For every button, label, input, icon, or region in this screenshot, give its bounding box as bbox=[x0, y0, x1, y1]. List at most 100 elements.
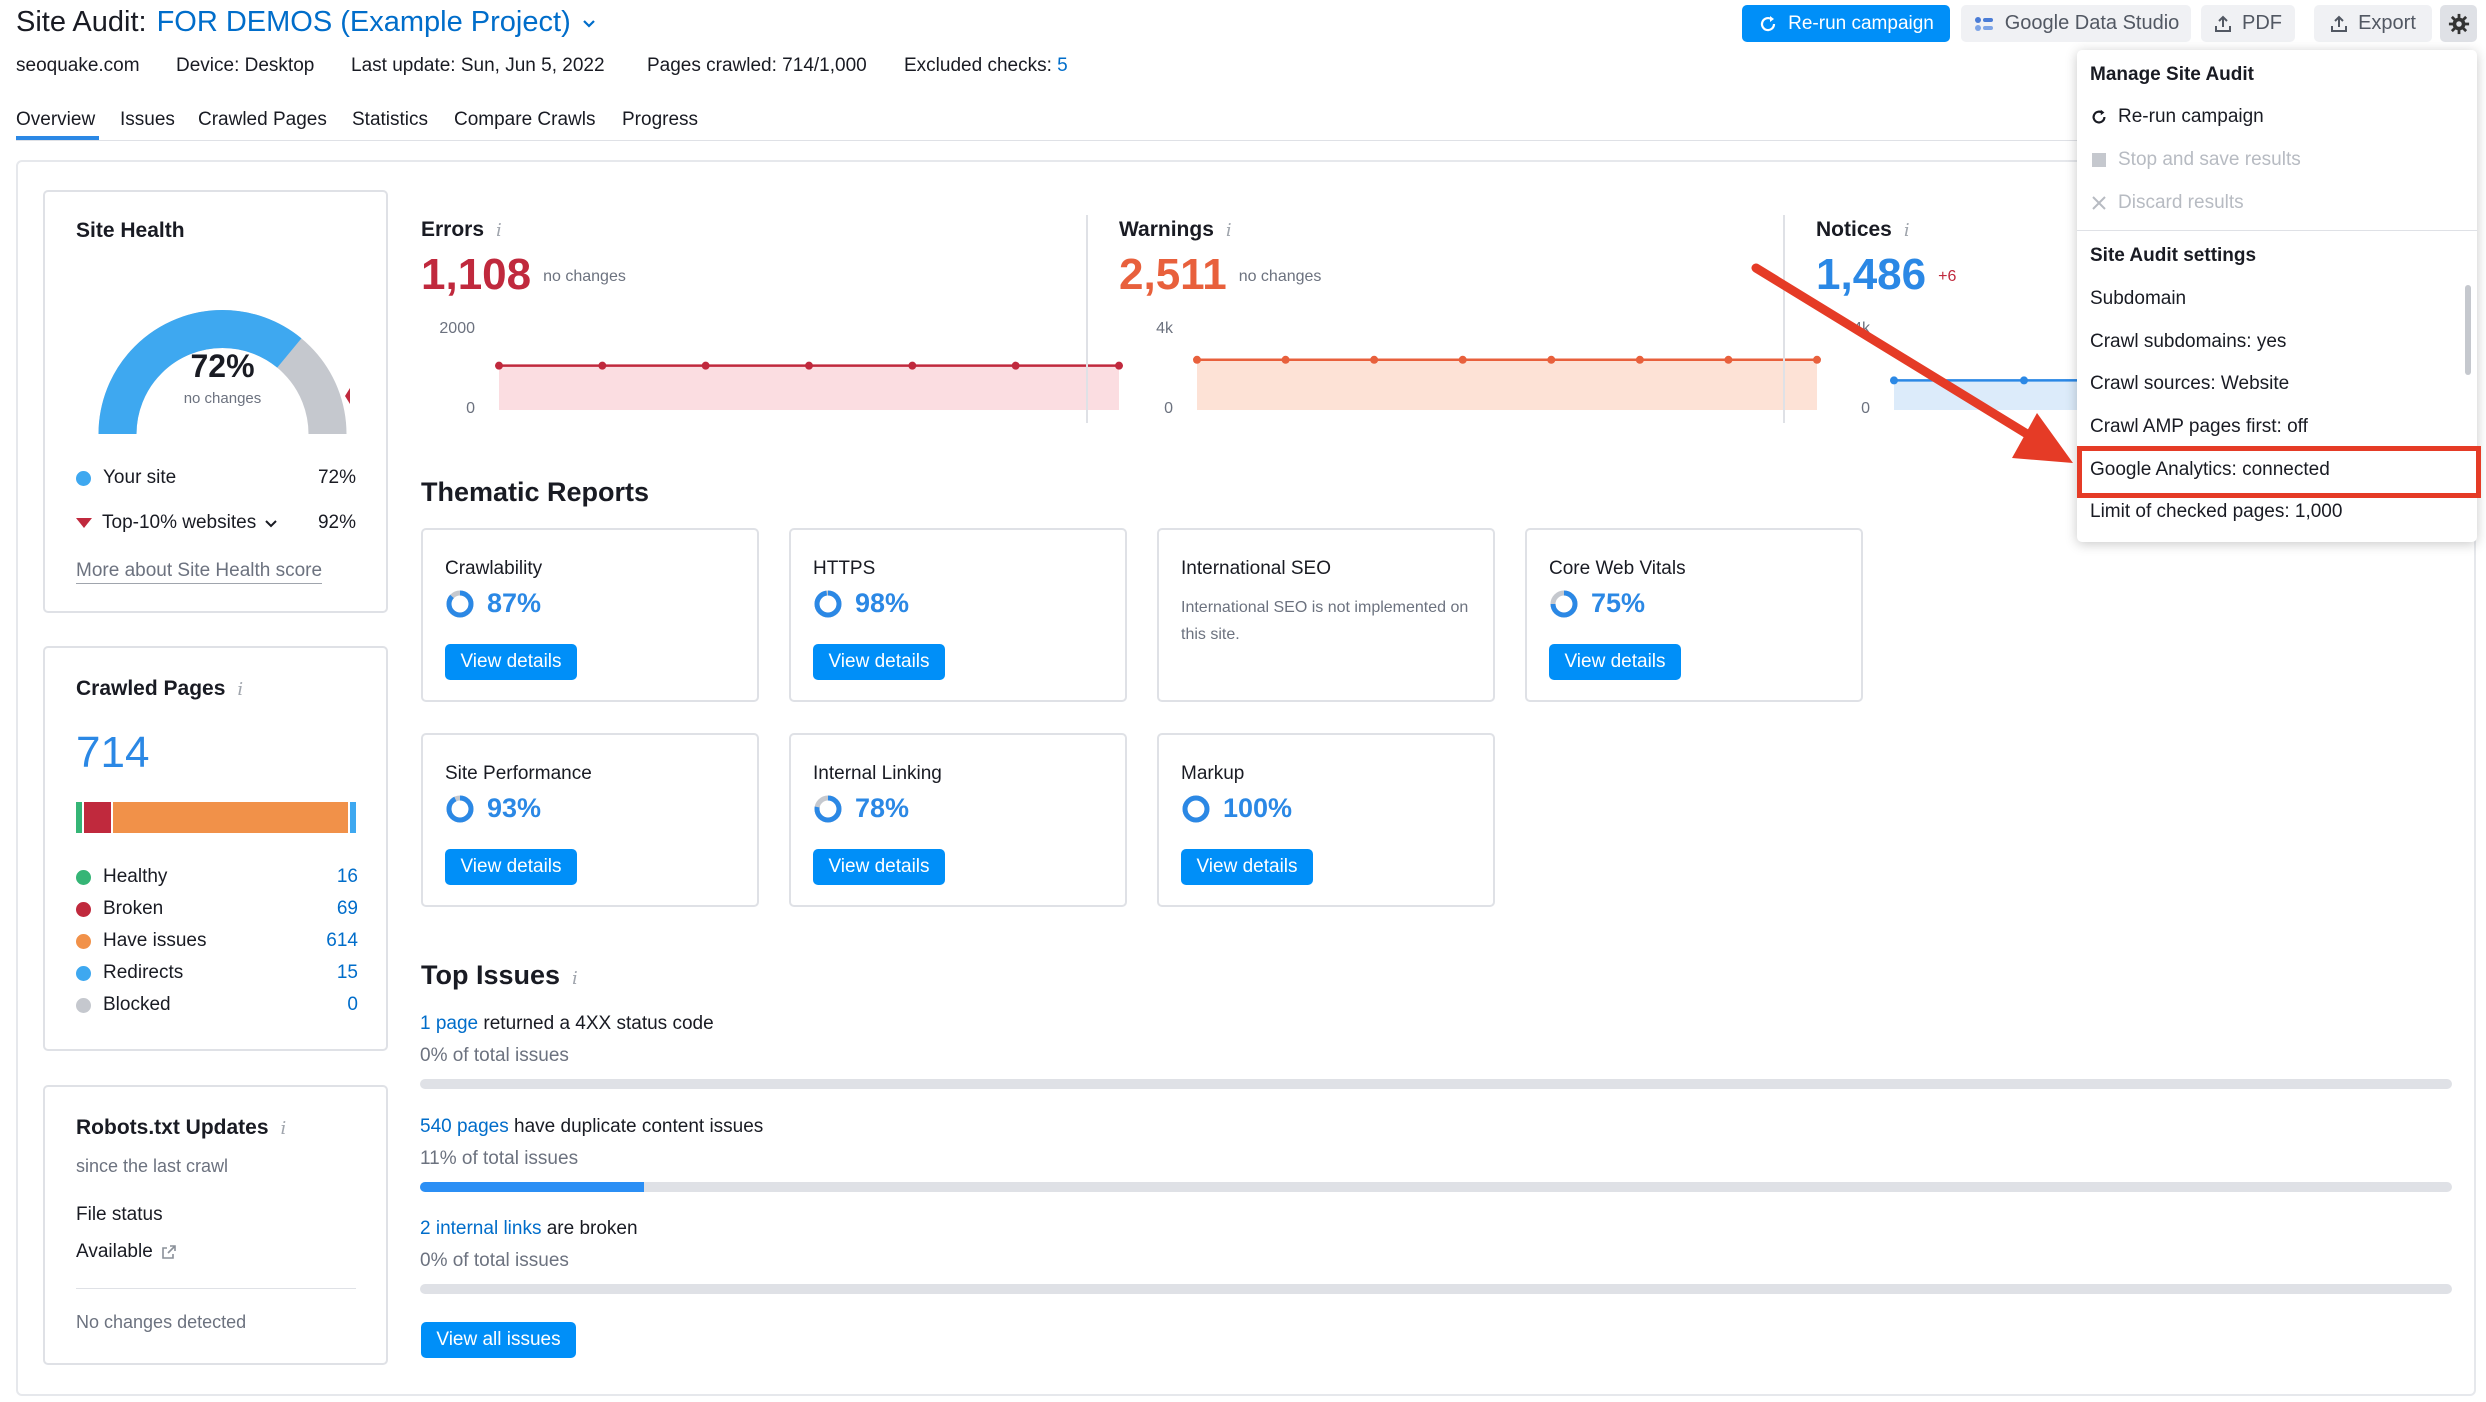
menu-rerun-campaign[interactable]: Re-run campaign bbox=[2090, 106, 2264, 128]
view-details-button[interactable]: View details bbox=[1181, 849, 1313, 885]
metric-point[interactable] bbox=[2020, 376, 2028, 385]
legend-value[interactable]: 16 bbox=[336, 866, 358, 887]
metric-point[interactable] bbox=[805, 361, 813, 370]
tab-statistics[interactable]: Statistics bbox=[352, 109, 429, 130]
rerun-campaign-button[interactable]: Re-run campaign bbox=[1742, 5, 1950, 42]
metric-point[interactable] bbox=[1890, 376, 1898, 385]
tab-compare-crawls[interactable]: Compare Crawls bbox=[454, 109, 596, 130]
menu-crawl-sources[interactable]: Crawl sources: Website bbox=[2090, 373, 2290, 394]
metric-value-text[interactable]: 1,108 bbox=[421, 250, 532, 299]
metric-point[interactable] bbox=[1724, 355, 1733, 364]
metric-point[interactable] bbox=[1458, 355, 1467, 364]
crawled-legend-row[interactable]: Redirects 15 bbox=[76, 962, 358, 984]
view-all-issues-button[interactable]: View all issues bbox=[421, 1322, 576, 1358]
metric-errors-value[interactable]: 1,108 no changes bbox=[421, 250, 626, 300]
pdf-button[interactable]: PDF bbox=[2201, 5, 2295, 42]
info-icon[interactable]: i bbox=[280, 1118, 287, 1139]
crawled-legend-row[interactable]: Blocked 0 bbox=[76, 994, 358, 1016]
legend-value[interactable]: 69 bbox=[336, 898, 358, 919]
report-percent-value[interactable]: 93% bbox=[487, 793, 542, 823]
crawled-bar-segment-have-issues[interactable] bbox=[112, 802, 348, 833]
metric-point[interactable] bbox=[1193, 355, 1201, 364]
top10-label[interactable]: Top-10% websites bbox=[102, 512, 257, 533]
report-percent[interactable]: 93% bbox=[445, 793, 541, 824]
crawled-bar-segment-broken[interactable] bbox=[84, 802, 111, 833]
file-status-value[interactable]: Available bbox=[76, 1241, 177, 1263]
metric-warnings-value[interactable]: 2,511 no changes bbox=[1119, 250, 1321, 300]
export-button[interactable]: Export bbox=[2314, 5, 2432, 42]
report-percent[interactable]: 98% bbox=[813, 588, 909, 619]
report-percent-value[interactable]: 87% bbox=[487, 588, 542, 618]
report-percent[interactable]: 87% bbox=[445, 588, 541, 619]
metric-point[interactable] bbox=[1370, 355, 1379, 364]
info-icon[interactable]: i bbox=[572, 968, 578, 989]
menu-crawl-subdomains[interactable]: Crawl subdomains: yes bbox=[2090, 331, 2287, 352]
legend-value[interactable]: 0 bbox=[347, 994, 358, 1015]
menu-crawl-amp[interactable]: Crawl AMP pages first: off bbox=[2090, 416, 2308, 437]
info-icon[interactable]: i bbox=[1225, 220, 1232, 241]
issue-progress-fill bbox=[420, 1182, 644, 1192]
metric-point[interactable] bbox=[495, 361, 503, 370]
menu-google-analytics[interactable]: Google Analytics: connected bbox=[2090, 459, 2330, 480]
metric-point[interactable] bbox=[908, 361, 917, 370]
chevron-down-icon[interactable] bbox=[264, 516, 278, 530]
issue-link[interactable]: 2 internal links bbox=[420, 1218, 542, 1239]
external-link-icon[interactable] bbox=[161, 1244, 177, 1260]
view-details-button[interactable]: View details bbox=[1549, 644, 1681, 680]
issue-link[interactable]: 540 pages bbox=[420, 1116, 509, 1137]
menu-rerun-label[interactable]: Re-run campaign bbox=[2118, 106, 2264, 127]
tab-issues[interactable]: Issues bbox=[120, 109, 175, 130]
crawled-pages-bar bbox=[76, 802, 356, 833]
metric-point[interactable] bbox=[1011, 361, 1020, 370]
metric-point[interactable] bbox=[1635, 355, 1644, 364]
tab-overview[interactable]: Overview bbox=[16, 109, 96, 130]
top10-row[interactable]: Top-10% websites 92% bbox=[76, 512, 356, 534]
tab-progress[interactable]: Progress bbox=[622, 109, 699, 130]
excluded-checks-link[interactable]: 5 bbox=[1057, 55, 1068, 76]
info-icon[interactable]: i bbox=[237, 679, 244, 700]
crawled-bar-segment-healthy[interactable] bbox=[76, 802, 83, 833]
menu-limit-pages[interactable]: Limit of checked pages: 1,000 bbox=[2090, 501, 2343, 522]
crawled-legend-row[interactable]: Healthy 16 bbox=[76, 866, 358, 888]
project-name[interactable]: FOR DEMOS (Example Project) bbox=[156, 6, 571, 38]
metric-notices-value[interactable]: 1,486 +6 bbox=[1816, 250, 1956, 300]
file-status-text[interactable]: Available bbox=[76, 1241, 153, 1262]
report-percent[interactable]: 75% bbox=[1549, 588, 1645, 619]
legend-value[interactable]: 614 bbox=[326, 930, 358, 951]
report-percent-value[interactable]: 75% bbox=[1591, 588, 1646, 618]
more-site-health-link[interactable]: More about Site Health score bbox=[76, 560, 323, 584]
metric-point[interactable] bbox=[1813, 355, 1821, 364]
report-percent[interactable]: 100% bbox=[1181, 793, 1292, 824]
metric-point[interactable] bbox=[1547, 355, 1556, 364]
view-details-button[interactable]: View details bbox=[445, 644, 577, 680]
legend-value[interactable]: 15 bbox=[336, 962, 358, 983]
report-percent-value[interactable]: 100% bbox=[1223, 793, 1293, 823]
report-percent-value[interactable]: 78% bbox=[855, 793, 910, 823]
report-percent-value[interactable]: 98% bbox=[855, 588, 910, 618]
metric-point[interactable] bbox=[598, 361, 607, 370]
metric-value-text[interactable]: 1,486 bbox=[1816, 250, 1927, 299]
chevron-down-icon[interactable] bbox=[581, 15, 597, 31]
view-details-button[interactable]: View details bbox=[445, 849, 577, 885]
crawled-bar-segment-redirects[interactable] bbox=[350, 802, 356, 833]
menu-scrollbar[interactable] bbox=[2465, 285, 2471, 375]
google-data-studio-button[interactable]: Google Data Studio bbox=[1961, 5, 2191, 42]
view-details-button[interactable]: View details bbox=[813, 644, 945, 680]
menu-subdomain[interactable]: Subdomain bbox=[2090, 288, 2187, 309]
crawled-legend-row[interactable]: Have issues 614 bbox=[76, 930, 358, 952]
issue-link[interactable]: 1 page bbox=[420, 1013, 479, 1034]
view-details-button[interactable]: View details bbox=[813, 849, 945, 885]
settings-button[interactable] bbox=[2440, 5, 2477, 42]
info-icon[interactable]: i bbox=[1903, 220, 1910, 241]
report-percent[interactable]: 78% bbox=[813, 793, 909, 824]
metric-point[interactable] bbox=[1115, 361, 1123, 370]
site-audit-settings-heading: Site Audit settings bbox=[2090, 245, 2257, 266]
project-selector[interactable]: FOR DEMOS (Example Project) bbox=[157, 6, 597, 39]
tab-crawled-pages[interactable]: Crawled Pages bbox=[198, 109, 327, 130]
metric-point[interactable] bbox=[1281, 355, 1290, 364]
crawled-pages-total[interactable]: 714 bbox=[76, 728, 150, 777]
metric-point[interactable] bbox=[701, 361, 710, 370]
info-icon[interactable]: i bbox=[496, 220, 502, 241]
crawled-legend-row[interactable]: Broken 69 bbox=[76, 898, 358, 920]
metric-value-text[interactable]: 2,511 bbox=[1119, 250, 1227, 299]
